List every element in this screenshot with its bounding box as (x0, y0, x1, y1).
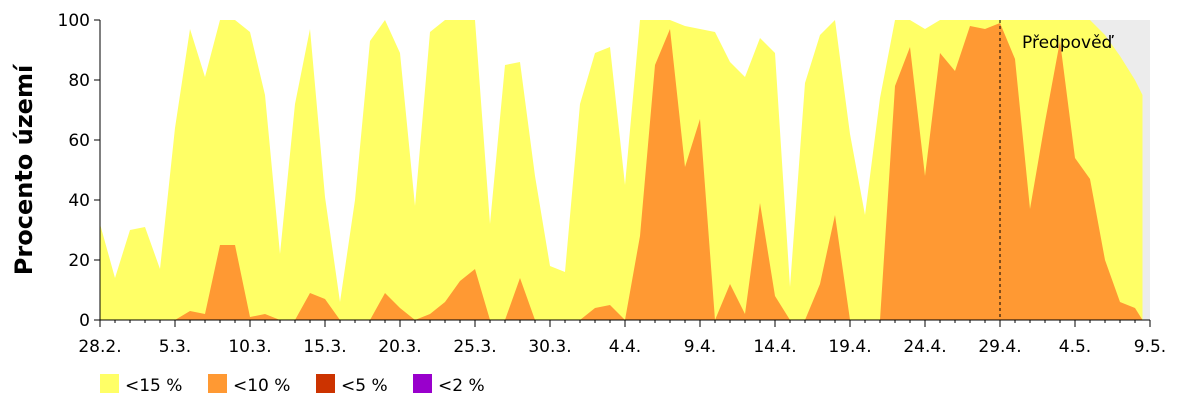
legend-swatch (100, 374, 119, 393)
legend-swatch (316, 374, 335, 393)
x-tick-label: 4.5. (1059, 337, 1091, 357)
x-tick-label: 30.3. (528, 337, 571, 357)
area-series-0 (100, 20, 1143, 320)
legend-swatch (208, 374, 227, 393)
axes: 0 20 40 60 80 100 28.2. 5.3. 10.3. 15.3. 20.3. 25.3… (58, 11, 1167, 357)
y-tick-label: 20 (68, 251, 90, 271)
legend-label: <15 % (125, 376, 182, 396)
x-tick-label: 15.3. (303, 337, 346, 357)
y-tick-label: 40 (68, 191, 90, 211)
y-axis-title: Procento území (10, 63, 38, 275)
plot-area (100, 20, 1150, 320)
forecast-label: Předpověď (1022, 33, 1115, 53)
legend-label: <10 % (233, 376, 290, 396)
legend-label: <2 % (438, 376, 485, 396)
x-tick-label: 9.5. (1134, 337, 1166, 357)
x-tick-label: 29.4. (978, 337, 1021, 357)
y-tick-label: 80 (68, 71, 90, 91)
x-tick-label: 4.4. (609, 337, 641, 357)
x-tick-label: 20.3. (378, 337, 421, 357)
x-tick-label: 24.4. (903, 337, 946, 357)
y-tick-label: 0 (79, 311, 90, 331)
x-tick-label: 28.2. (78, 337, 121, 357)
legend-swatch (413, 374, 432, 393)
legend: <15 % <10 % <5 % <2 % (100, 374, 485, 396)
x-tick-label: 10.3. (228, 337, 271, 357)
y-tick-label: 60 (68, 131, 90, 151)
x-tick-label: 19.4. (828, 337, 871, 357)
y-tick-label: 100 (58, 11, 90, 31)
x-tick-label: 5.3. (159, 337, 191, 357)
area-series-1 (100, 23, 1143, 320)
x-tick-label: 9.4. (684, 337, 716, 357)
legend-label: <5 % (341, 376, 388, 396)
x-tick-label: 25.3. (453, 337, 496, 357)
x-tick-label: 14.4. (753, 337, 796, 357)
